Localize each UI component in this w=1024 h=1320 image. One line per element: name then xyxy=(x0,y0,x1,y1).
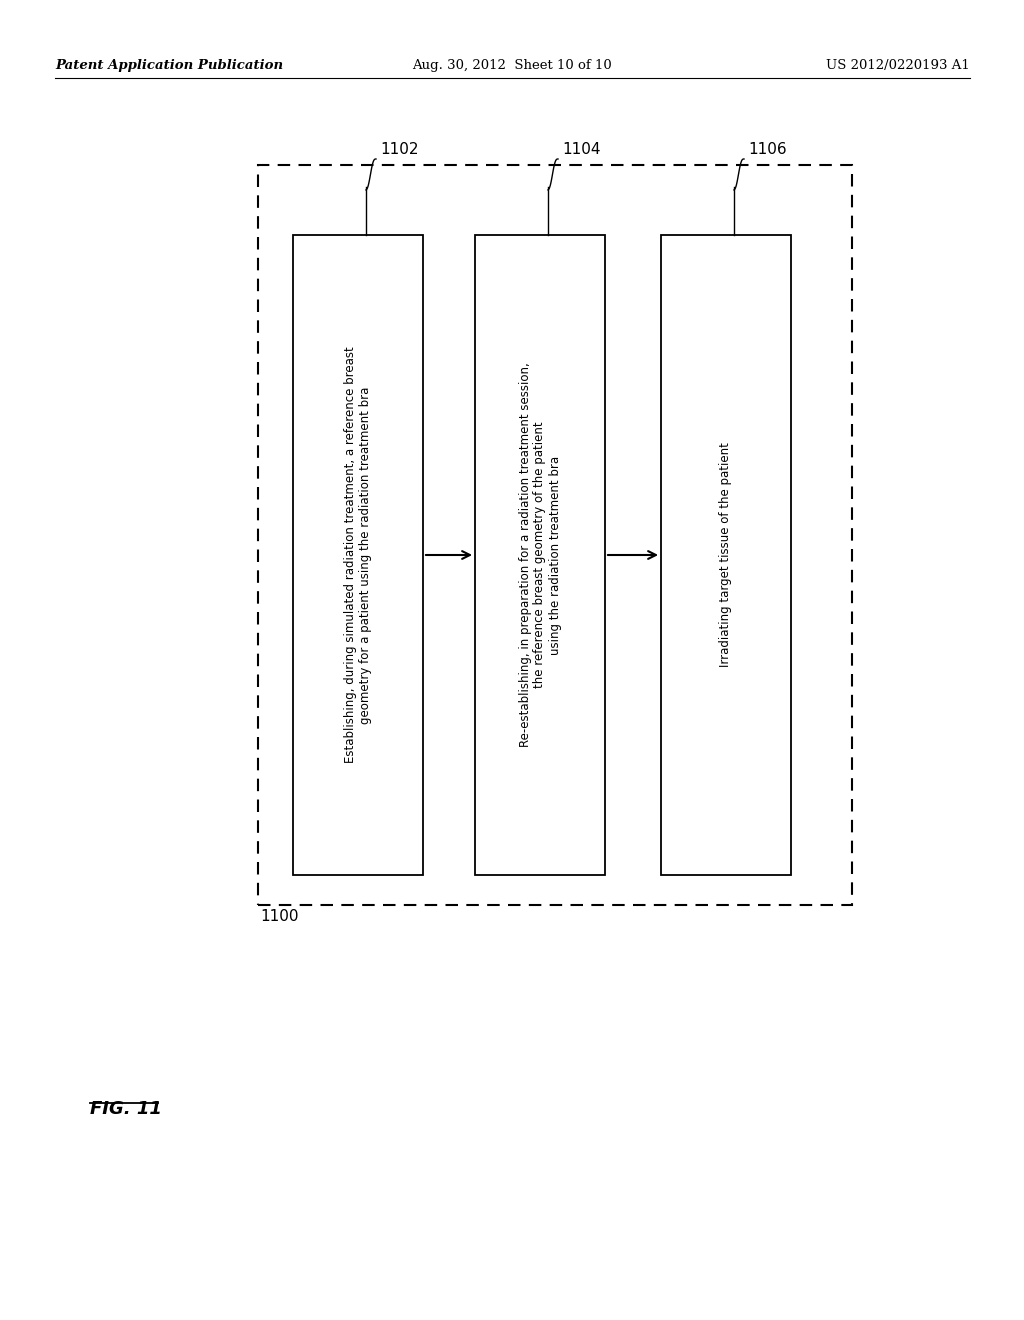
Bar xyxy=(662,235,791,875)
Bar xyxy=(258,165,852,906)
Text: 1102: 1102 xyxy=(380,143,419,157)
Text: Aug. 30, 2012  Sheet 10 of 10: Aug. 30, 2012 Sheet 10 of 10 xyxy=(412,59,612,73)
Text: Establishing, during simulated radiation treatment, a reference breast
geometry : Establishing, during simulated radiation… xyxy=(344,347,372,763)
Text: 1100: 1100 xyxy=(260,909,299,924)
Text: US 2012/0220193 A1: US 2012/0220193 A1 xyxy=(826,59,970,73)
Bar xyxy=(475,235,605,875)
Text: Patent Application Publication: Patent Application Publication xyxy=(55,59,283,73)
Text: Re-establishing, in preparation for a radiation treatment session,
the reference: Re-establishing, in preparation for a ra… xyxy=(518,363,561,747)
Bar xyxy=(293,235,423,875)
Text: 1106: 1106 xyxy=(748,143,786,157)
Text: Irradiating target tissue of the patient: Irradiating target tissue of the patient xyxy=(720,442,732,668)
Text: FIG. 11: FIG. 11 xyxy=(90,1100,162,1118)
Text: 1104: 1104 xyxy=(562,143,600,157)
